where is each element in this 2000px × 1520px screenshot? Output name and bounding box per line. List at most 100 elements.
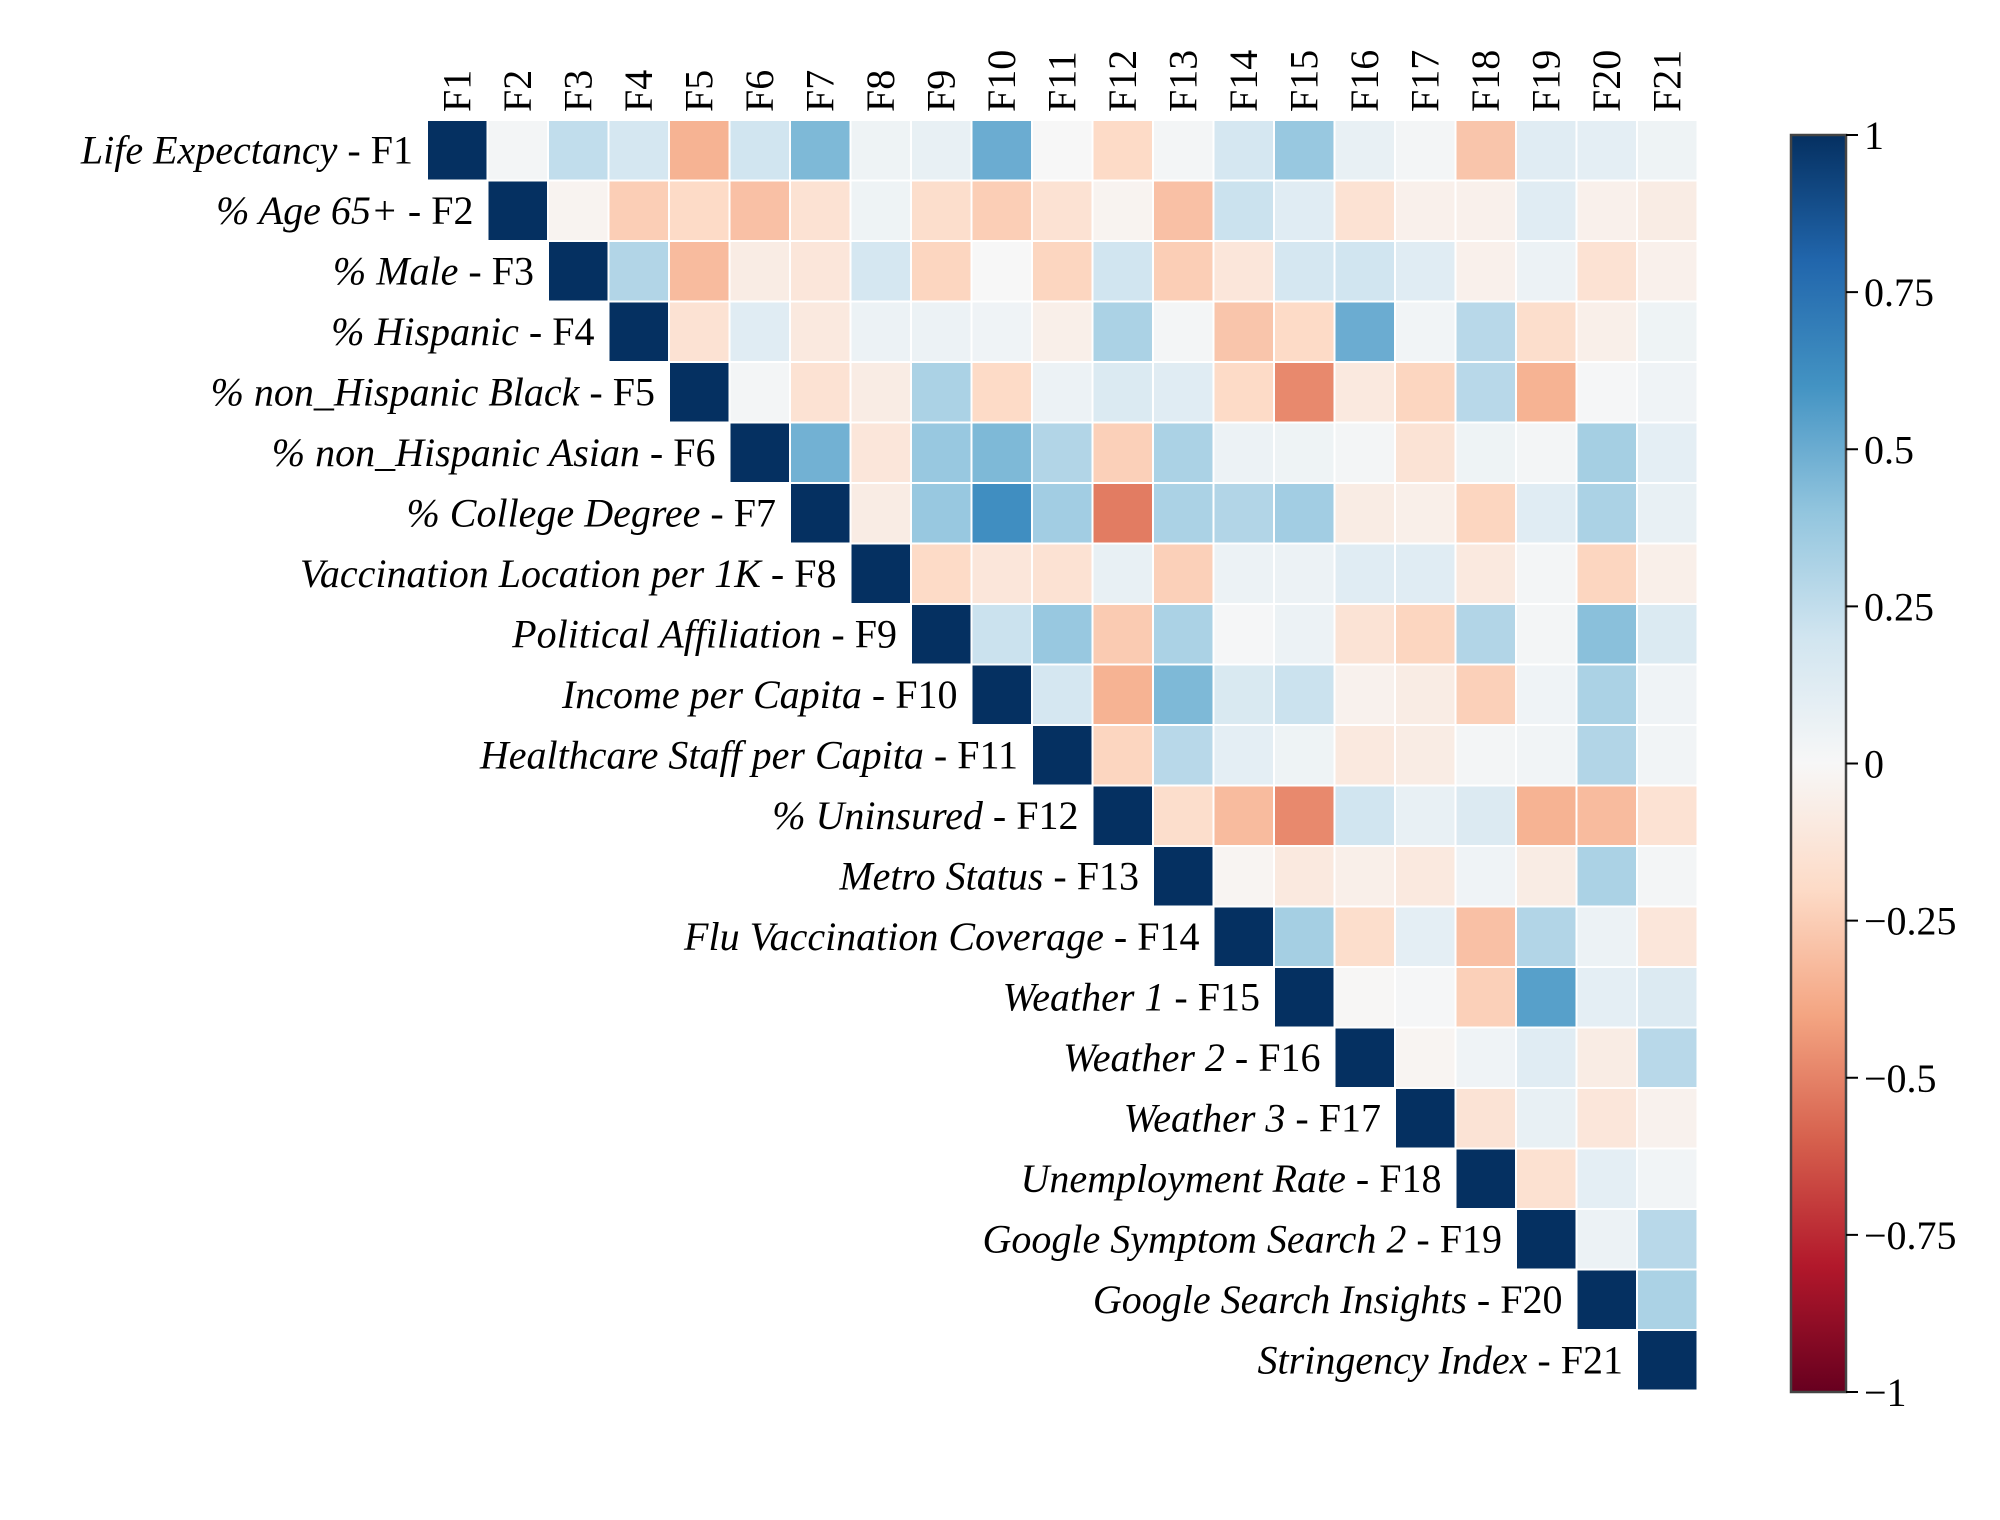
row-label-f10: Income per Capita - F10 bbox=[561, 672, 958, 717]
heatmap-cell-f1-f10 bbox=[970, 119, 1033, 182]
heatmap-cell-f9-f17 bbox=[1394, 603, 1457, 666]
row-label-f9: Political Affiliation - F9 bbox=[511, 611, 897, 656]
heatmap-cell-f1-f11 bbox=[1031, 119, 1094, 182]
heatmap-cell-f6-f7 bbox=[789, 421, 852, 484]
heatmap-cell-f17-f18 bbox=[1454, 1087, 1517, 1150]
heatmap-cell-f11-f11 bbox=[1031, 724, 1094, 787]
column-label-f2: F2 bbox=[495, 70, 540, 112]
heatmap-cell-f10-f14 bbox=[1212, 663, 1275, 726]
column-label-f20: F20 bbox=[1584, 50, 1629, 112]
colorbar-tick-label: 0.75 bbox=[1864, 270, 1934, 315]
heatmap-cell-f3-f8 bbox=[849, 240, 912, 303]
heatmap-cell-f19-f20 bbox=[1575, 1208, 1638, 1271]
heatmap-cell-f12-f18 bbox=[1454, 784, 1517, 847]
heatmap-cell-f3-f6 bbox=[728, 240, 791, 303]
colorbar-tick-label: 0.25 bbox=[1864, 584, 1934, 629]
column-label-f1: F1 bbox=[434, 70, 479, 112]
heatmap-cell-f5-f11 bbox=[1031, 361, 1094, 424]
heatmap-cell-f2-f11 bbox=[1031, 179, 1094, 242]
heatmap-cell-f13-f18 bbox=[1454, 845, 1517, 908]
heatmap-cell-f19-f19 bbox=[1515, 1208, 1578, 1271]
heatmap-cell-f8-f9 bbox=[910, 542, 973, 605]
heatmap-cell-f2-f4 bbox=[607, 179, 670, 242]
heatmap-cell-f6-f21 bbox=[1636, 421, 1699, 484]
heatmap-cell-f16-f16 bbox=[1333, 1026, 1396, 1089]
heatmap-cell-f6-f14 bbox=[1212, 421, 1275, 484]
heatmap-cell-f4-f11 bbox=[1031, 300, 1094, 363]
row-label-f18: Unemployment Rate - F18 bbox=[1020, 1156, 1441, 1201]
row-label-f15: Weather 1 - F15 bbox=[1003, 974, 1260, 1019]
heatmap-cell-f1-f2 bbox=[486, 119, 549, 182]
heatmap-cell-f17-f19 bbox=[1515, 1087, 1578, 1150]
heatmap-cell-f6-f18 bbox=[1454, 421, 1517, 484]
heatmap-cell-f8-f21 bbox=[1636, 542, 1699, 605]
heatmap-cell-f8-f19 bbox=[1515, 542, 1578, 605]
heatmap-cell-f12-f19 bbox=[1515, 784, 1578, 847]
heatmap-cell-f4-f21 bbox=[1636, 300, 1699, 363]
heatmap-cell-f15-f15 bbox=[1273, 966, 1336, 1029]
heatmap-cell-f16-f20 bbox=[1575, 1026, 1638, 1089]
column-label-f16: F16 bbox=[1342, 50, 1387, 112]
heatmap-cell-f6-f16 bbox=[1333, 421, 1396, 484]
heatmap-cell-f2-f5 bbox=[668, 179, 731, 242]
heatmap-cell-f4-f15 bbox=[1273, 300, 1336, 363]
colorbar-ticks: 1 0.75 0.5 0.25 0 −0.25 −0.5 −0.75 −1 bbox=[1846, 113, 1957, 1415]
heatmap-cell-f10-f12 bbox=[1091, 663, 1154, 726]
heatmap-cell-f8-f14 bbox=[1212, 542, 1275, 605]
heatmap-cell-f1-f3 bbox=[547, 119, 610, 182]
heatmap-cell-f4-f14 bbox=[1212, 300, 1275, 363]
heatmap-cell-f9-f11 bbox=[1031, 603, 1094, 666]
heatmap-cell-f7-f7 bbox=[789, 482, 852, 545]
heatmap-cell-f8-f20 bbox=[1575, 542, 1638, 605]
heatmap-cell-f3-f12 bbox=[1091, 240, 1154, 303]
heatmap-cell-f2-f18 bbox=[1454, 179, 1517, 242]
heatmap-cell-f2-f17 bbox=[1394, 179, 1457, 242]
heatmap-cell-f2-f7 bbox=[789, 179, 852, 242]
heatmap-cell-f5-f21 bbox=[1636, 361, 1699, 424]
heatmap-cell-f6-f20 bbox=[1575, 421, 1638, 484]
row-label-f14: Flu Vaccination Coverage - F14 bbox=[683, 914, 1199, 959]
heatmap-cell-f12-f17 bbox=[1394, 784, 1457, 847]
heatmap-cell-f5-f18 bbox=[1454, 361, 1517, 424]
heatmap-cell-f1-f9 bbox=[910, 119, 973, 182]
column-labels: F1 F2 F3 F4 F5 F6 F7 F8 F9 F10 F11 F12 F13 F14 F15 F16 F… bbox=[434, 50, 1689, 112]
heatmap-cell-f14-f14 bbox=[1212, 905, 1275, 968]
heatmap-cell-f10-f20 bbox=[1575, 663, 1638, 726]
heatmap-cell-f20-f20 bbox=[1575, 1268, 1638, 1331]
heatmap-cell-f5-f17 bbox=[1394, 361, 1457, 424]
heatmap-cell-f8-f16 bbox=[1333, 542, 1396, 605]
heatmap-cell-f5-f6 bbox=[728, 361, 791, 424]
heatmap-cell-f2-f10 bbox=[970, 179, 1033, 242]
heatmap-cell-f5-f14 bbox=[1212, 361, 1275, 424]
colorbar-tick-label: −1 bbox=[1864, 1370, 1907, 1415]
heatmap-cell-f15-f19 bbox=[1515, 966, 1578, 1029]
heatmap-cell-f1-f12 bbox=[1091, 119, 1154, 182]
row-label-f11: Healthcare Staff per Capita - F11 bbox=[479, 732, 1018, 777]
heatmap-cell-f10-f18 bbox=[1454, 663, 1517, 726]
heatmap-cell-f1-f16 bbox=[1333, 119, 1396, 182]
heatmap-cell-f17-f21 bbox=[1636, 1087, 1699, 1150]
row-label-f17: Weather 3 - F17 bbox=[1124, 1095, 1381, 1140]
column-label-f19: F19 bbox=[1523, 50, 1568, 112]
heatmap-cell-f1-f8 bbox=[849, 119, 912, 182]
heatmap-cell-f7-f12 bbox=[1091, 482, 1154, 545]
heatmap-cell-f14-f15 bbox=[1273, 905, 1336, 968]
heatmap-cell-f13-f14 bbox=[1212, 845, 1275, 908]
heatmap-cell-f7-f20 bbox=[1575, 482, 1638, 545]
column-label-f7: F7 bbox=[797, 70, 842, 112]
heatmap-cell-f5-f12 bbox=[1091, 361, 1154, 424]
heatmap-cell-f3-f13 bbox=[1152, 240, 1215, 303]
heatmap-cell-f9-f10 bbox=[970, 603, 1033, 666]
heatmap-cell-f3-f18 bbox=[1454, 240, 1517, 303]
heatmap-cell-f9-f20 bbox=[1575, 603, 1638, 666]
heatmap-cell-f9-f13 bbox=[1152, 603, 1215, 666]
heatmap-cell-f3-f21 bbox=[1636, 240, 1699, 303]
colorbar-tick-label: 1 bbox=[1864, 113, 1884, 158]
heatmap-cell-f12-f13 bbox=[1152, 784, 1215, 847]
heatmap-cell-f2-f6 bbox=[728, 179, 791, 242]
heatmap-cell-f2-f19 bbox=[1515, 179, 1578, 242]
heatmap-cell-f11-f19 bbox=[1515, 724, 1578, 787]
heatmap-cell-f3-f15 bbox=[1273, 240, 1336, 303]
heatmap-cell-f1-f20 bbox=[1575, 119, 1638, 182]
column-label-f10: F10 bbox=[979, 50, 1024, 112]
